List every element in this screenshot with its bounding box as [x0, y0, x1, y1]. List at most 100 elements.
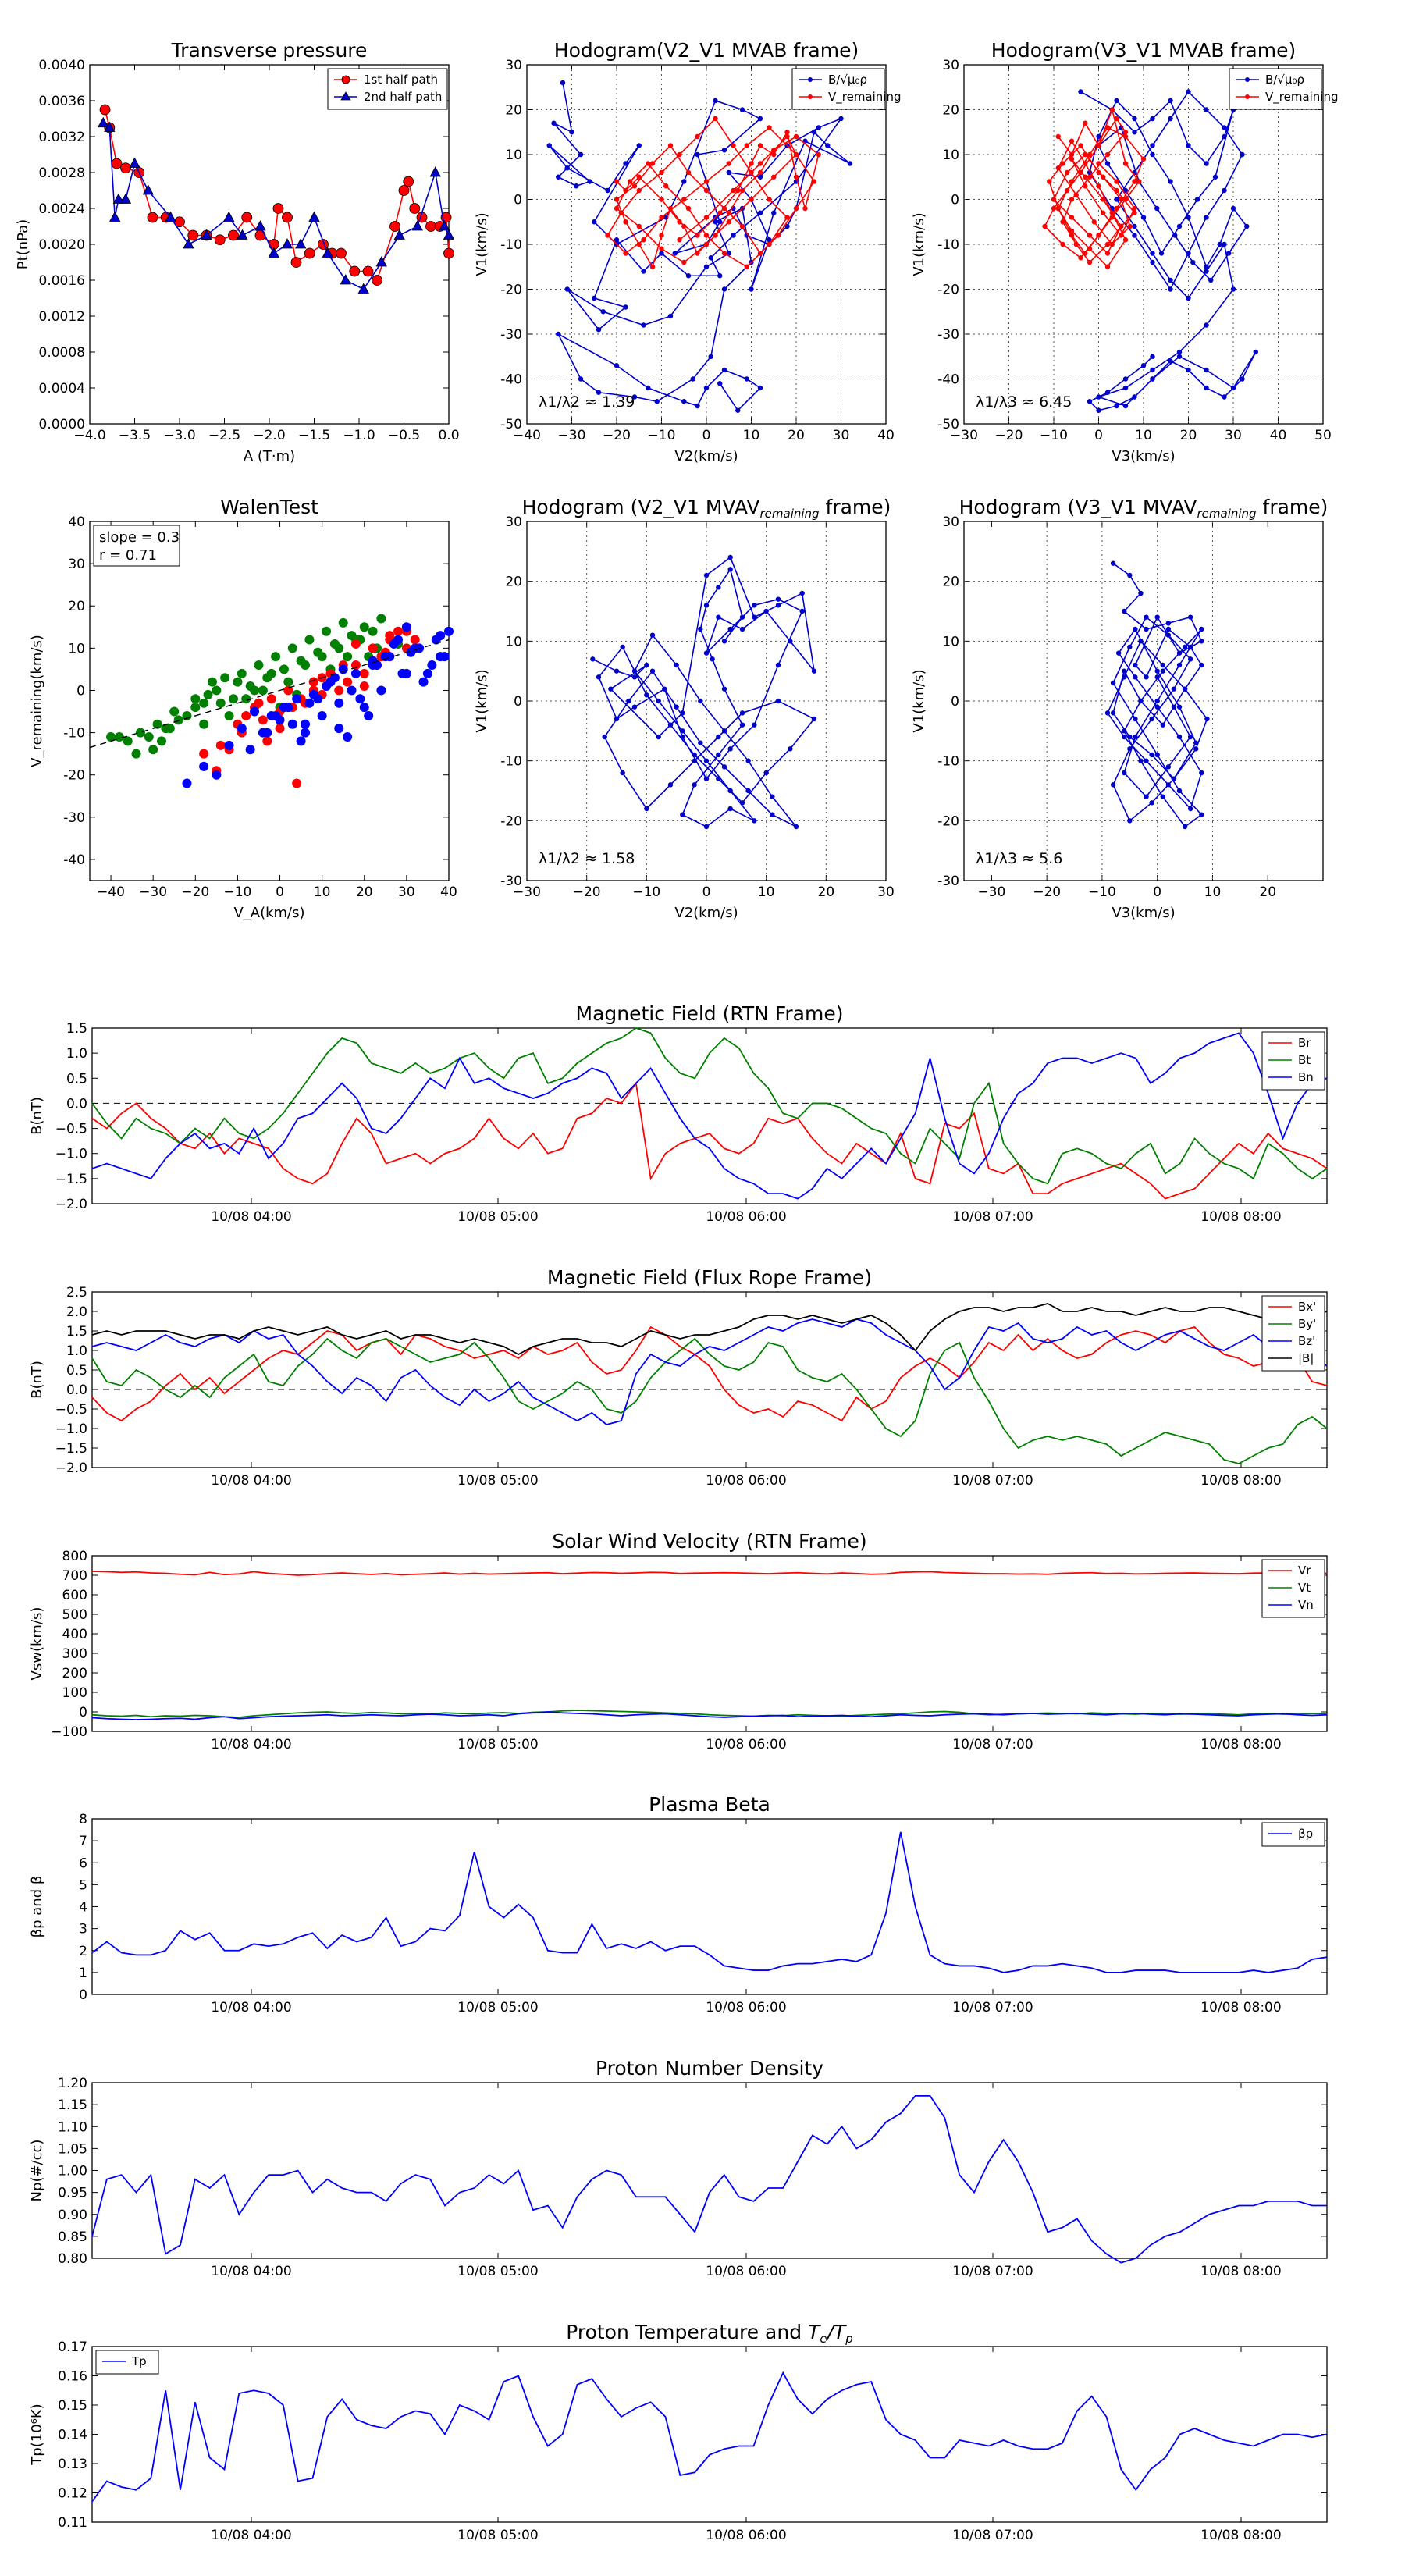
- data-point: [692, 758, 697, 763]
- data-point: [703, 187, 710, 194]
- data-point: [631, 674, 638, 680]
- scatter-point: [215, 740, 226, 750]
- data-point: [1096, 161, 1101, 166]
- scatter-point: [401, 622, 411, 632]
- y-tick-label: 0.85: [58, 2229, 87, 2245]
- scatter-point: [152, 719, 162, 729]
- y-axis-label: Tp(10⁶K): [29, 2403, 45, 2465]
- data-point: [799, 608, 805, 614]
- y-tick-label: 0.5: [66, 1363, 87, 1379]
- scatter-point: [359, 622, 369, 632]
- data-point: [636, 174, 642, 180]
- data-point: [752, 614, 757, 620]
- data-point: [1222, 125, 1227, 130]
- data-point: [1140, 215, 1147, 220]
- data-point: [1051, 205, 1057, 212]
- data-point: [623, 251, 628, 256]
- y-tick-label: 20: [942, 103, 959, 119]
- data-point: [1187, 644, 1193, 650]
- data-point: [564, 286, 570, 292]
- x-tick-label: 30: [1225, 428, 1242, 443]
- scatter-point: [347, 685, 357, 696]
- scatter-point: [334, 643, 344, 653]
- data-point: [1069, 215, 1075, 220]
- legend-marker: [341, 75, 350, 84]
- data-point: [272, 203, 284, 214]
- scatter-point: [157, 736, 166, 746]
- data-point: [731, 233, 736, 238]
- data-point: [1204, 385, 1209, 391]
- data-point: [799, 590, 805, 596]
- legend-marker: [340, 91, 351, 101]
- x-tick-label: 0: [1094, 428, 1103, 443]
- data-point: [770, 812, 775, 817]
- y-tick-label: 0.13: [58, 2457, 87, 2472]
- data-point: [708, 255, 713, 261]
- data-point: [763, 608, 769, 614]
- data-point: [767, 237, 772, 243]
- data-point: [362, 265, 374, 277]
- x-tick-label: 10/08 08:00: [1200, 2264, 1281, 2279]
- data-point: [771, 210, 777, 215]
- x-axis-label: A (T·m): [244, 448, 295, 464]
- y-tick-label: 0: [79, 1705, 87, 1720]
- chart-title: Plasma Beta: [649, 1793, 770, 1816]
- data-point: [649, 161, 656, 166]
- data-point: [680, 734, 685, 740]
- chart-timeseries-8: Solar Wind Velocity (RTN Frame) −100 0 100 2…: [29, 1530, 1328, 1752]
- data-point: [1133, 662, 1138, 668]
- y-tick-label: 10: [942, 148, 959, 163]
- scatter-point: [389, 639, 399, 649]
- data-point: [721, 639, 727, 644]
- chart-hodogram-2: Hodogram(V3_V1 MVAB frame) -50 -40 -30 -20 -1…: [911, 39, 1339, 464]
- data-point: [1087, 246, 1093, 251]
- data-point: [1087, 174, 1093, 180]
- data-point: [1122, 187, 1129, 194]
- data-point: [646, 385, 651, 391]
- data-point: [1136, 179, 1142, 184]
- scatter-point: [334, 698, 344, 708]
- data-point: [560, 80, 566, 86]
- data-point: [1222, 241, 1227, 247]
- data-point: [1087, 399, 1093, 404]
- scatter-point: [338, 617, 348, 628]
- data-point: [680, 728, 685, 734]
- data-point: [340, 274, 351, 285]
- data-point: [727, 806, 733, 812]
- data-point: [1193, 746, 1199, 752]
- plot-frame: [91, 1027, 1328, 1204]
- data-point: [654, 399, 660, 404]
- data-point: [1244, 223, 1250, 229]
- x-tick-label: −30: [513, 884, 541, 900]
- data-point: [1096, 394, 1101, 400]
- data-point: [1122, 403, 1129, 409]
- y-tick-label: 0.5: [66, 1071, 87, 1087]
- x-tick-label: 20: [818, 884, 835, 900]
- data-point: [695, 251, 700, 256]
- scatter-point: [368, 626, 378, 636]
- scatter-point: [393, 626, 404, 636]
- data-point: [802, 205, 808, 212]
- y-tick-label: 7: [79, 1834, 87, 1849]
- data-point: [1138, 590, 1144, 596]
- plot-frame: [91, 2082, 1328, 2259]
- x-tick-label: 10/08 04:00: [211, 1737, 291, 1752]
- legend: [1261, 1559, 1325, 1618]
- data-point: [1140, 156, 1147, 162]
- chart-title-part: Proton Temperature and: [566, 2321, 808, 2343]
- y-tick-label: 20: [942, 575, 959, 590]
- data-point: [1165, 626, 1172, 632]
- data-point: [685, 205, 692, 212]
- scatter-point: [250, 685, 260, 696]
- x-tick-label: 50: [1314, 428, 1332, 443]
- scatter-point: [212, 770, 222, 780]
- y-tick-label: 0.14: [58, 2428, 87, 2443]
- y-tick-label: 0.0028: [39, 165, 85, 181]
- data-point: [644, 662, 649, 668]
- data-point: [749, 197, 754, 202]
- y-tick-label: 10: [942, 634, 959, 649]
- data-point: [659, 246, 664, 251]
- data-point: [1101, 174, 1106, 180]
- data-point: [600, 309, 606, 315]
- x-tick-label: 10/08 05:00: [457, 1473, 538, 1489]
